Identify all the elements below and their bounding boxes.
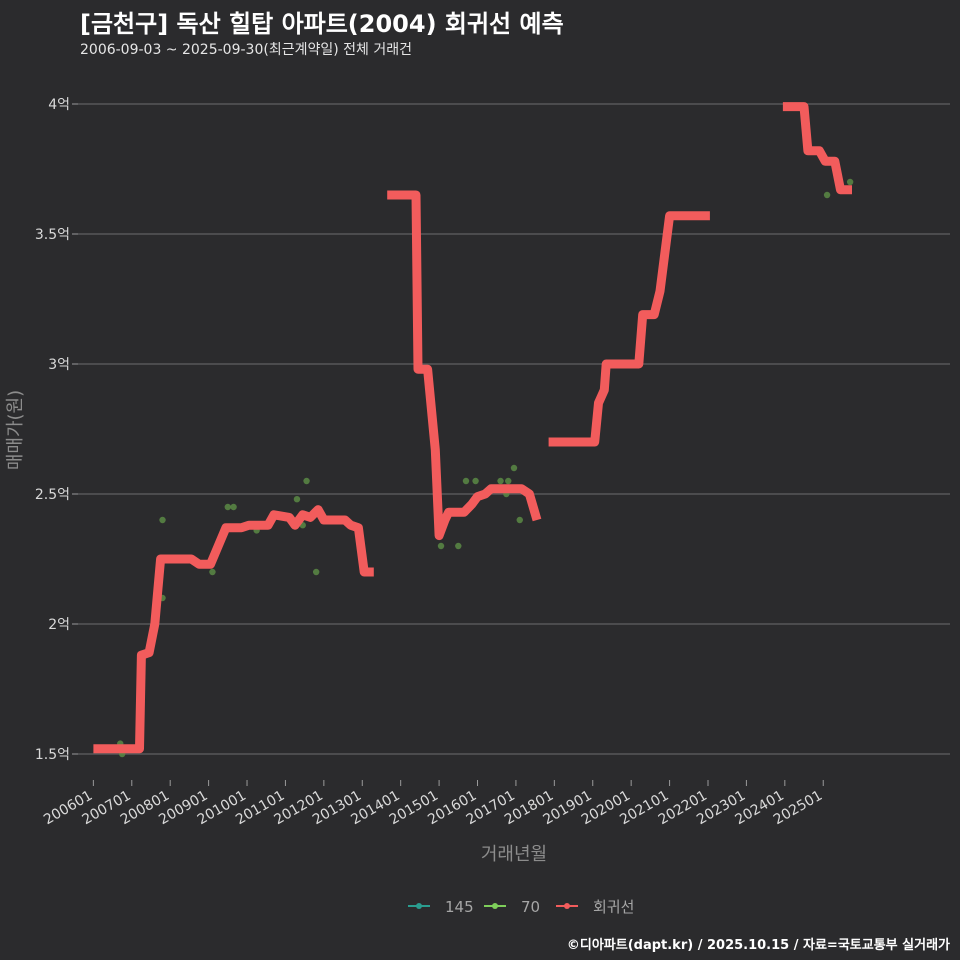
y-tick-label: 4억 — [48, 97, 70, 113]
scatter-point-70 — [472, 477, 479, 485]
legend-key-dot — [492, 903, 498, 909]
scatter-point-70 — [497, 477, 504, 485]
chart-title: [금천구] 독산 힐탑 아파트(2004) 회귀선 예측 — [80, 10, 564, 38]
scatter-point-70 — [303, 477, 310, 485]
scatter-point-70 — [505, 477, 512, 485]
y-tick-label: 3억 — [48, 357, 70, 373]
x-axis-title: 거래년월 — [481, 844, 547, 865]
scatter-point-70 — [455, 542, 462, 550]
y-tick-label: 2억 — [48, 617, 70, 633]
legend-label: 145 — [445, 898, 474, 916]
y-tick-label: 3.5억 — [35, 227, 70, 243]
y-axis-ticks: 1.5억 2억 2.5억 3억 3.5억 4억 — [35, 97, 78, 763]
scatter-point-70 — [230, 503, 237, 511]
regression-line-segment — [93, 505, 374, 754]
scatter-point-70 — [516, 516, 523, 524]
scatter-point-70 — [510, 464, 518, 472]
legend-label: 회귀선 — [593, 898, 634, 916]
y-tick-label: 2.5억 — [35, 487, 70, 503]
x-axis-ticks: 2006012007012008012009012010012011012012… — [41, 780, 825, 828]
grid-lines — [78, 103, 950, 755]
scatter-point-70 — [159, 516, 166, 524]
scatter-point-70 — [224, 503, 232, 511]
regression-line-segment — [782, 102, 852, 195]
scatter-point-70 — [823, 191, 831, 199]
regression-line-segment — [548, 211, 710, 447]
y-axis-title: 매매가(원) — [5, 390, 26, 470]
scatter-points — [117, 103, 854, 758]
regression-line-segment — [387, 190, 542, 541]
scatter-point-70 — [437, 542, 445, 550]
scatter-point-70 — [293, 496, 301, 503]
y-tick-label: 1.5억 — [35, 747, 70, 763]
chart-subtitle: 2006-09-03 ~ 2025-09-30(최근계약일) 전체 거래건 — [80, 42, 412, 58]
scatter-point-70 — [462, 477, 470, 485]
regression-lines — [93, 102, 852, 754]
legend-key-dot — [564, 903, 570, 909]
scatter-point-70 — [846, 178, 854, 186]
scatter-point-70 — [209, 568, 216, 576]
source-caption: ©디아파트(dapt.kr) / 2025.10.15 / 자료=국토교통부 실… — [566, 938, 950, 953]
legend-label: 70 — [521, 898, 540, 916]
legend: 145 70 회귀선 — [408, 898, 634, 916]
scatter-point-70 — [312, 568, 320, 576]
legend-key-dot — [416, 903, 422, 909]
